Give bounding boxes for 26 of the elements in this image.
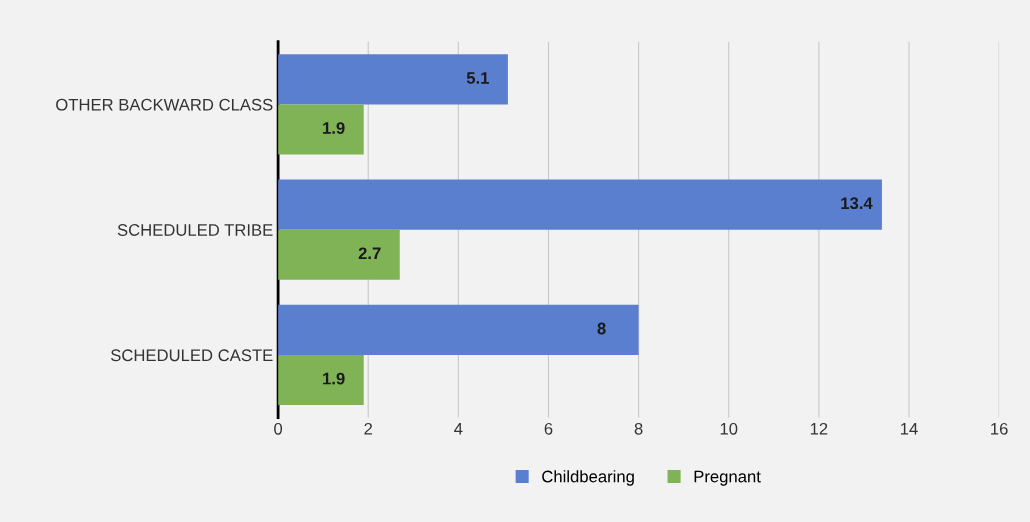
x-tick-label: 14 <box>900 423 918 435</box>
x-tick-label: 8 <box>634 422 643 435</box>
x-tick-label: 2 <box>364 422 373 435</box>
bar <box>278 54 508 105</box>
x-tick-label: 0 <box>274 422 283 435</box>
data-label: 1.9 <box>323 122 345 134</box>
data-label: 5.1 <box>466 72 489 84</box>
y-tick-label: OTHER BACKWARD CLASS <box>56 98 273 111</box>
y-tick-label: SCHEDULED TRIBE <box>117 224 273 236</box>
x-tick-label: 10 <box>720 422 738 435</box>
legend-label: Pregnant <box>694 470 761 486</box>
bar <box>278 304 639 355</box>
x-tick-label: 16 <box>991 422 1008 435</box>
x-tick-label: 12 <box>810 422 828 435</box>
data-label: 2.7 <box>358 247 381 260</box>
bar <box>278 104 364 155</box>
bar <box>278 179 882 230</box>
data-label: 13.4 <box>841 197 873 210</box>
x-tick-label: 4 <box>454 423 463 435</box>
legend-label: Childbearing <box>542 470 634 486</box>
data-label: 8 <box>597 322 606 335</box>
bar <box>278 229 400 280</box>
data-label: 1.9 <box>323 372 345 385</box>
x-tick-label: 6 <box>544 422 553 435</box>
y-tick-label: SCHEDULED CASTE <box>111 349 273 362</box>
bar <box>278 354 364 406</box>
